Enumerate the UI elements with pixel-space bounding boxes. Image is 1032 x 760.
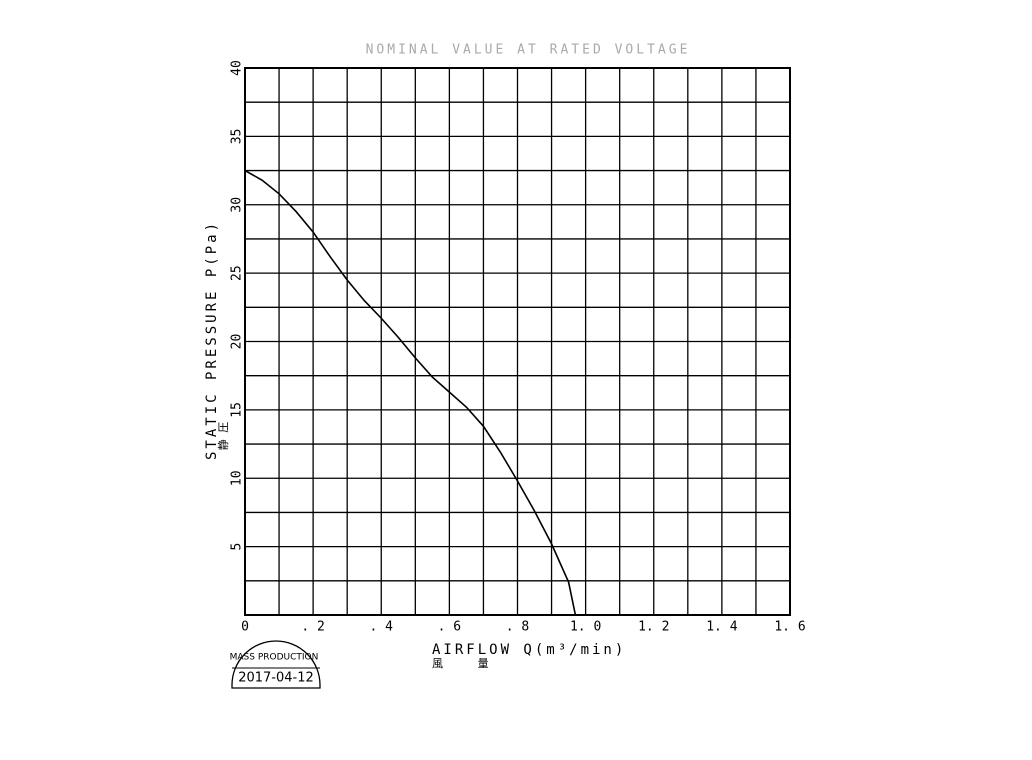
plot-frame bbox=[244, 67, 791, 616]
x-tick-label: 1. 0 bbox=[570, 620, 601, 635]
x-tick-label: . 8 bbox=[506, 620, 529, 635]
x-tick-label: 0 bbox=[241, 620, 249, 635]
y-tick-label: 35 bbox=[230, 129, 245, 145]
x-tick-label: . 6 bbox=[438, 620, 461, 635]
y-tick-label: 5 bbox=[230, 543, 245, 551]
x-tick-label: . 4 bbox=[370, 620, 394, 635]
stamp-frame bbox=[231, 640, 321, 689]
y-tick-label: 10 bbox=[230, 470, 245, 486]
y-tick-label: 40 bbox=[230, 60, 245, 76]
stamp-date: 2017-04-12 bbox=[238, 671, 314, 686]
y-tick-label: 30 bbox=[230, 197, 245, 213]
y-tick-label: 15 bbox=[230, 402, 245, 418]
x-tick-label: . 2 bbox=[301, 620, 324, 635]
curve bbox=[244, 169, 577, 616]
y-tick-label: 25 bbox=[230, 265, 245, 281]
stamp-status: MASS PRODUCTION bbox=[230, 653, 319, 663]
y-tick-label: 20 bbox=[230, 334, 245, 350]
y-axis-label: STATIC PRESSURE P(Pa) bbox=[204, 220, 220, 460]
chart-title: NOMINAL VALUE AT RATED VOLTAGE bbox=[366, 43, 691, 58]
x-tick-label: 1. 6 bbox=[774, 620, 805, 635]
x-tick-label: 1. 4 bbox=[706, 620, 737, 635]
x-tick-label: 1. 2 bbox=[638, 620, 669, 635]
x-axis-sublabel: 風 量 bbox=[432, 657, 503, 670]
y-axis-sublabel: 静 圧 bbox=[216, 422, 230, 451]
x-axis-label: AIRFLOW Q(m³/min) bbox=[432, 642, 626, 658]
